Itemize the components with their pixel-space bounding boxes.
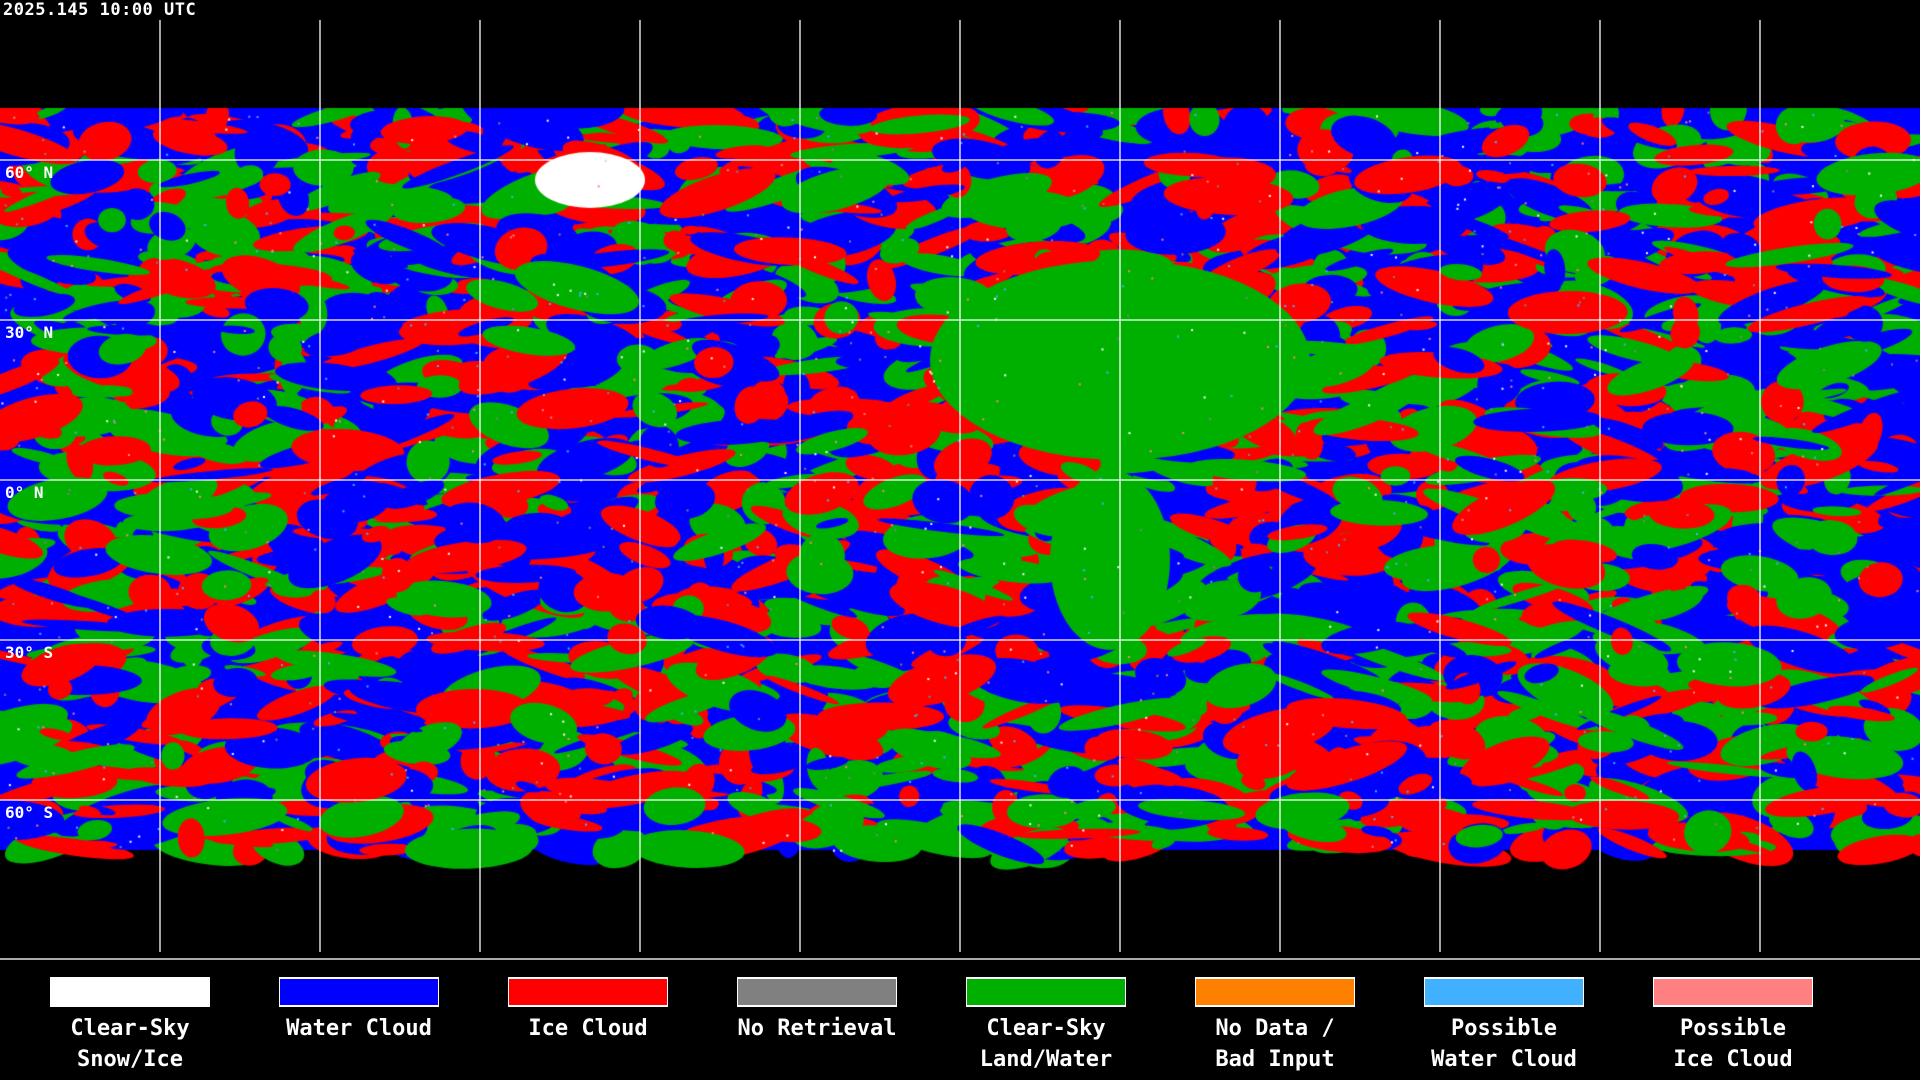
legend-item: Clear-Sky Snow/Ice	[15, 977, 245, 1075]
legend-label: Clear-Sky Land/Water	[979, 1016, 1113, 1072]
lat-lon-grid	[0, 20, 1920, 952]
legend-swatch	[50, 977, 210, 1007]
legend-swatch	[1195, 977, 1355, 1007]
legend-item: Clear-Sky Land/Water	[931, 977, 1161, 1075]
legend-label: Ice Cloud	[528, 1016, 648, 1041]
legend-label: Water Cloud	[286, 1016, 432, 1041]
cloud-phase-map: 2025.145 10:00 UTC 60° N 30° N 0° N 30° …	[0, 0, 1920, 960]
legend-label: No Data / Bad Input	[1215, 1016, 1335, 1072]
timestamp-title: 2025.145 10:00 UTC	[3, 0, 197, 20]
lat-label-0n: 0° N	[5, 483, 44, 502]
legend-item: Water Cloud	[244, 977, 474, 1044]
legend-item: Ice Cloud	[473, 977, 703, 1044]
legend-divider	[0, 958, 1920, 960]
lat-label-60n: 60° N	[5, 163, 54, 182]
legend-swatch	[508, 977, 668, 1007]
legend-swatch	[1424, 977, 1584, 1007]
legend-label: Clear-Sky Snow/Ice	[70, 1016, 190, 1072]
legend-label: No Retrieval	[737, 1016, 897, 1041]
lat-label-30n: 30° N	[5, 323, 54, 342]
lat-label-30s: 30° S	[5, 643, 54, 662]
legend-label: Possible Ice Cloud	[1673, 1016, 1793, 1072]
legend-swatch	[279, 977, 439, 1007]
legend-item: Possible Ice Cloud	[1618, 977, 1848, 1075]
lat-label-60s: 60° S	[5, 803, 54, 822]
legend-label: Possible Water Cloud	[1431, 1016, 1577, 1072]
legend-item: Possible Water Cloud	[1389, 977, 1619, 1075]
legend-item: No Retrieval	[702, 977, 932, 1044]
legend-item: No Data / Bad Input	[1160, 977, 1390, 1075]
legend-swatch	[737, 977, 897, 1007]
legend-swatch	[1653, 977, 1813, 1007]
legend-swatch	[966, 977, 1126, 1007]
